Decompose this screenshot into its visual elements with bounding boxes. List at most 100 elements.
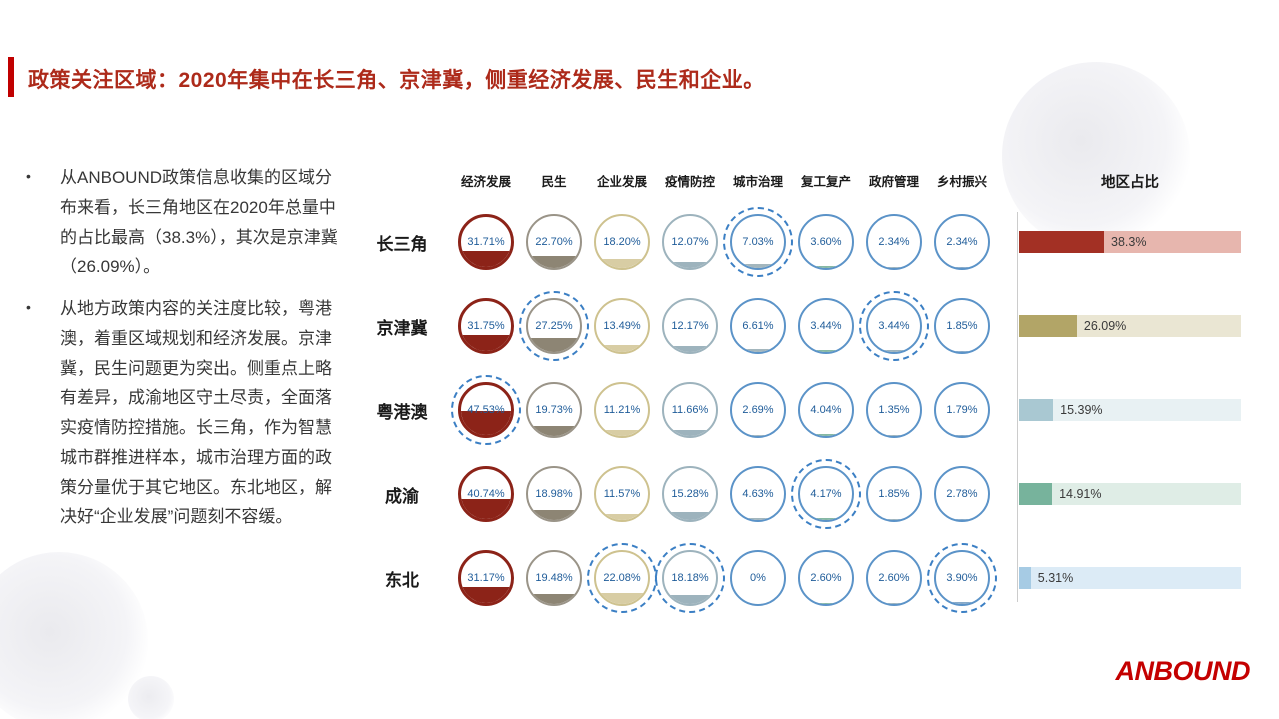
cell-percentage: 0% [750, 572, 766, 584]
fill-circle: 4.04% [798, 382, 854, 438]
cell-percentage: 1.85% [946, 320, 978, 332]
bar-chart-axis [1017, 212, 1018, 602]
cell-percentage: 18.18% [671, 572, 709, 584]
cell-percentage: 18.20% [603, 236, 641, 248]
fill-circle: 11.21% [594, 382, 650, 438]
circle-fill [936, 351, 988, 352]
fill-circle: 19.73% [526, 382, 582, 438]
matrix-cell: 12.17% [656, 284, 724, 368]
cell-percentage: 2.60% [878, 572, 910, 584]
matrix-cell: 47.53% [451, 368, 521, 452]
fill-circle: 22.08% [594, 550, 650, 606]
cell-percentage: 2.69% [742, 404, 774, 416]
circle-fill [528, 425, 580, 436]
cell-percentage: 13.49% [603, 320, 641, 332]
fill-circle: 3.44% [866, 298, 922, 354]
fill-circle: 3.90% [934, 550, 990, 606]
circle-fill [664, 594, 716, 604]
circle-fill [596, 345, 648, 352]
fill-circle: 31.75% [458, 298, 514, 354]
matrix-column-header: 复工复产 [800, 174, 851, 189]
decorative-circle-bottom-left [0, 552, 148, 719]
cell-percentage: 1.79% [946, 404, 978, 416]
matrix-cell: 18.20% [588, 200, 656, 284]
fill-circle: 13.49% [594, 298, 650, 354]
highlight-ring [451, 375, 521, 445]
cell-percentage: 11.57% [603, 488, 641, 500]
circle-fill [936, 435, 988, 436]
cell-percentage: 40.74% [467, 488, 505, 500]
bar-value-label: 5.31% [1037, 571, 1074, 585]
matrix-cell: 0% [724, 536, 792, 620]
circle-fill [732, 434, 784, 436]
circle-fill [800, 602, 852, 604]
matrix-row-label: 粤港澳 [376, 402, 428, 422]
fill-circle: 2.34% [866, 214, 922, 270]
circle-fill [868, 266, 920, 268]
cell-percentage: 4.63% [742, 488, 774, 500]
cell-percentage: 22.70% [535, 236, 573, 248]
matrix-cell: 18.98% [520, 452, 588, 536]
matrix-column-header: 政府管理 [868, 174, 919, 189]
bar-fill [1019, 315, 1077, 337]
fill-circle: 2.78% [934, 466, 990, 522]
cell-percentage: 12.07% [671, 236, 709, 248]
cell-percentage: 12.17% [671, 320, 709, 332]
highlight-ring [655, 543, 725, 613]
matrix-cell: 6.61% [724, 284, 792, 368]
matrix-cell: 2.60% [860, 536, 928, 620]
fill-circle: 2.69% [730, 382, 786, 438]
cell-percentage: 7.03% [742, 236, 774, 248]
fill-circle: 47.53% [458, 382, 514, 438]
circle-fill [664, 429, 716, 436]
matrix-cell: 15.28% [656, 452, 724, 536]
cell-percentage: 4.04% [810, 404, 842, 416]
decorative-circle-top-right [1002, 62, 1190, 250]
bar-fill [1019, 231, 1105, 253]
fill-circle: 2.34% [934, 214, 990, 270]
matrix-cell: 3.90% [927, 536, 997, 620]
fill-circle: 31.71% [458, 214, 514, 270]
decorative-circle-bottom-left-small [128, 676, 174, 719]
fill-circle: 40.74% [458, 466, 514, 522]
fill-circle: 3.44% [798, 298, 854, 354]
cell-percentage: 19.48% [535, 572, 573, 584]
matrix-cell: 2.69% [724, 368, 792, 452]
title-accent-bar [8, 57, 14, 97]
fill-circle: 18.18% [662, 550, 718, 606]
matrix-cell: 2.78% [928, 452, 996, 536]
highlight-ring [723, 207, 793, 277]
cell-percentage: 47.53% [467, 404, 505, 416]
cell-percentage: 3.60% [810, 236, 842, 248]
fill-circle: 12.17% [662, 298, 718, 354]
highlight-ring [519, 291, 589, 361]
cell-percentage: 31.17% [467, 572, 505, 584]
matrix-cell: 13.49% [588, 284, 656, 368]
circle-fill [664, 261, 716, 268]
matrix-row-label: 成渝 [385, 486, 419, 506]
matrix-cell: 2.34% [928, 200, 996, 284]
circle-fill [596, 592, 648, 604]
summary-bullet-list: 从ANBOUND政策信息收集的区域分布来看，长三角地区在2020年总量中的占比最… [24, 163, 346, 544]
cell-percentage: 11.21% [603, 404, 641, 416]
matrix-cell: 19.73% [520, 368, 588, 452]
matrix-row-label: 长三角 [376, 234, 428, 254]
fill-circle: 15.28% [662, 466, 718, 522]
fill-circle: 2.60% [866, 550, 922, 606]
matrix-cell: 3.44% [859, 284, 929, 368]
circle-fill [596, 430, 648, 436]
anbound-logo: ANBOUND [1115, 656, 1251, 686]
cell-percentage: 19.73% [535, 404, 573, 416]
matrix-cell: 31.71% [452, 200, 520, 284]
matrix-cell: 31.75% [452, 284, 520, 368]
matrix-cell: 1.79% [928, 368, 996, 452]
fill-circle: 19.48% [526, 550, 582, 606]
cell-percentage: 31.71% [467, 236, 505, 248]
matrix-column-header: 疫情防控 [664, 174, 715, 189]
cell-percentage: 3.44% [878, 320, 910, 332]
region-share-chart: 38.3% 26.09% 15.39% 14.91% 5.31% [1019, 160, 1241, 622]
bar-track [1019, 399, 1241, 421]
circle-fill [528, 593, 580, 604]
fill-circle: 18.20% [594, 214, 650, 270]
slide-title: 政策关注区域：2020年集中在长三角、京津冀，侧重经济发展、民生和企业。 [28, 69, 765, 92]
